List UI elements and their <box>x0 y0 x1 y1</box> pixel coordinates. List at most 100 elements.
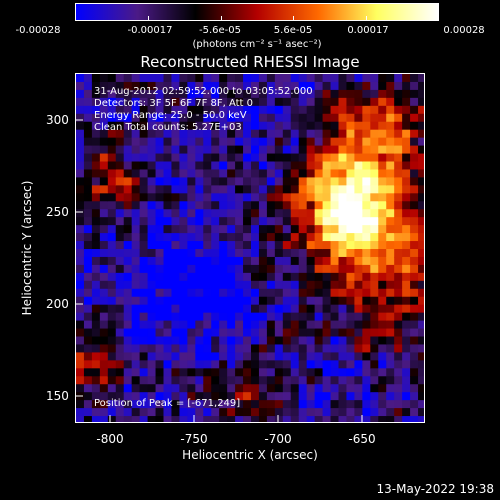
heatmap-cell <box>370 177 379 186</box>
heatmap-cell <box>410 328 419 338</box>
heatmap-cell <box>107 264 117 274</box>
heatmap-cell <box>219 368 228 377</box>
heatmap-cell <box>266 408 276 417</box>
heatmap-cell <box>83 137 93 147</box>
heatmap-cell <box>410 256 419 266</box>
heatmap-cell <box>314 153 324 163</box>
heatmap-cell <box>258 408 268 417</box>
heatmap-cell <box>203 368 212 377</box>
heatmap-cell <box>195 416 204 422</box>
heatmap-cell <box>155 225 165 234</box>
heatmap-cell <box>123 161 133 171</box>
heatmap-cell <box>266 89 276 99</box>
heatmap-cell <box>139 145 149 155</box>
heatmap-cell <box>330 272 340 282</box>
heatmap-cell <box>147 81 157 91</box>
heatmap-cell <box>386 201 395 210</box>
heatmap-cell <box>378 416 387 422</box>
heatmap-cell <box>290 304 300 314</box>
heatmap-cell <box>139 336 149 346</box>
heatmap-cell <box>235 320 244 330</box>
heatmap-cell <box>418 129 424 139</box>
heatmap-cell <box>346 416 355 422</box>
heatmap-cell <box>394 241 403 250</box>
heatmap-cell <box>131 264 141 274</box>
heatmap-cell <box>274 344 284 353</box>
heatmap-cell <box>314 241 324 250</box>
heatmap-cell <box>338 121 348 131</box>
heatmap-cell <box>354 272 363 282</box>
heatmap-cell <box>91 209 101 218</box>
heatmap-cell <box>354 249 363 258</box>
heatmap-cell <box>266 360 276 369</box>
heatmap-cell <box>243 153 252 163</box>
heatmap-cell <box>219 280 228 290</box>
heatmap-cell <box>243 352 252 361</box>
heatmap-cell <box>394 400 403 409</box>
heatmap-cell <box>83 105 93 115</box>
heatmap-cell <box>330 169 340 178</box>
heatmap-cell <box>91 336 101 346</box>
heatmap-cell <box>131 185 141 194</box>
heatmap-cell <box>76 105 85 115</box>
heatmap-cell <box>107 368 117 377</box>
heatmap-cell <box>402 272 411 282</box>
heatmap-cell <box>418 81 424 91</box>
heatmap-cell <box>131 256 141 266</box>
heatmap-cell <box>123 225 133 234</box>
heatmap-cell <box>195 336 204 346</box>
heatmap-cell <box>219 312 228 322</box>
heatmap-cell <box>123 264 133 274</box>
heatmap-cell <box>306 320 316 330</box>
heatmap-cell <box>211 392 220 401</box>
heatmap-cell <box>139 225 149 234</box>
heatmap-cell <box>76 161 85 171</box>
heatmap-cell <box>362 384 371 393</box>
heatmap-cell <box>251 129 260 139</box>
heatmap-cell <box>274 81 284 91</box>
heatmap-cell <box>179 312 188 322</box>
heatmap-cell <box>179 137 188 147</box>
heatmap-cell <box>362 320 371 330</box>
heatmap-cell <box>266 81 276 91</box>
heatmap-cell <box>322 408 332 417</box>
heatmap-cell <box>418 161 424 171</box>
heatmap-cell <box>266 153 276 163</box>
heatmap-cell <box>179 129 188 139</box>
heatmap-cell <box>394 121 403 131</box>
heatmap-cell <box>354 328 363 338</box>
heatmap-cell <box>362 328 371 338</box>
heatmap-cell <box>306 161 316 171</box>
heatmap-cell <box>346 113 355 123</box>
heatmap-cell <box>298 368 308 377</box>
heatmap-cell <box>410 105 419 115</box>
heatmap-cell <box>195 169 204 178</box>
heatmap-cell <box>187 97 196 107</box>
heatmap-cell <box>203 360 212 369</box>
heatmap-cell <box>187 272 196 282</box>
heatmap-cell <box>83 312 93 322</box>
heatmap-cell <box>306 344 316 353</box>
heatmap-cell <box>155 272 165 282</box>
heatmap-cell <box>123 129 133 139</box>
heatmap-cell <box>139 264 149 274</box>
heatmap-cell <box>99 225 109 234</box>
heatmap-cell <box>290 89 300 99</box>
heatmap-cell <box>203 225 212 234</box>
heatmap-cell <box>346 233 355 242</box>
heatmap-cell <box>386 193 395 202</box>
heatmap-cell <box>187 408 196 417</box>
heatmap-cell <box>314 360 324 369</box>
heatmap-cell <box>227 336 236 346</box>
heatmap-cell <box>354 193 363 202</box>
heatmap-cell <box>282 416 292 422</box>
heatmap-cell <box>362 256 371 266</box>
heatmap-cell <box>322 384 332 393</box>
heatmap-cell <box>227 193 236 202</box>
heatmap-cell <box>131 97 141 107</box>
heatmap-cell <box>322 328 332 338</box>
heatmap-cell <box>171 296 180 306</box>
heatmap-cell <box>378 400 387 409</box>
heatmap-cell <box>314 304 324 314</box>
heatmap-cell <box>243 185 252 194</box>
